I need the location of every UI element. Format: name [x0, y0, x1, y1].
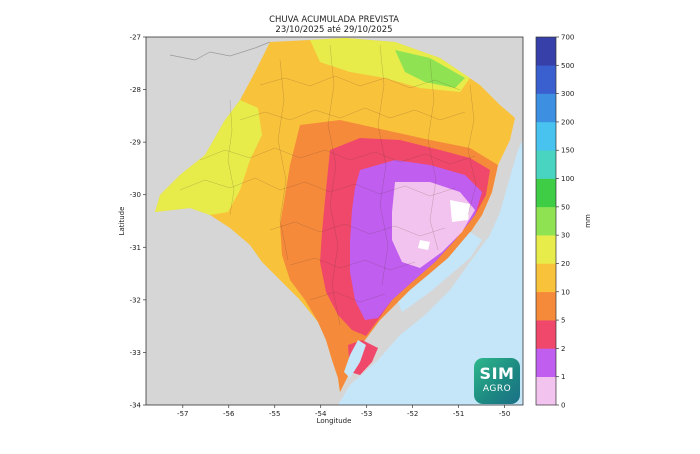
- x-tick-label: -53: [361, 410, 372, 418]
- colorbar-segment: [536, 150, 556, 179]
- plot-frame: [145, 36, 524, 406]
- y-tick-label: -29: [130, 139, 141, 147]
- colorbar-segment: [536, 37, 556, 66]
- state-rainfall: [155, 38, 515, 392]
- colorbar-segment: [536, 65, 556, 94]
- y-axis-ticks: -27 -28 -29 -30 -31 -32 -33 -34: [130, 34, 146, 410]
- colorbar-unit: mm: [584, 214, 592, 228]
- x-tick-label: -50: [499, 410, 510, 418]
- colorbar-tick-label: 30: [561, 232, 570, 240]
- sim-agro-logo: SIM AGRO: [474, 358, 520, 404]
- colorbar-tick-label: 500: [561, 62, 574, 70]
- y-tick-label: -33: [130, 349, 141, 357]
- y-tick-label: -34: [130, 402, 142, 410]
- colorbar-segment: [536, 320, 556, 349]
- colorbar-tick-label: 10: [561, 288, 570, 296]
- lagoa-mirim: [344, 340, 366, 378]
- colorbar-tick-label: 2: [561, 345, 565, 353]
- colorbar-segment: [536, 263, 556, 293]
- x-tick-label: -57: [177, 410, 188, 418]
- colorbar-segment: [536, 121, 556, 151]
- colorbar-tick-label: 50: [561, 203, 570, 211]
- colorbar-segment: [536, 235, 556, 264]
- y-tick-label: -27: [130, 34, 141, 42]
- lagoa-dos-patos: [398, 232, 482, 312]
- x-tick-label: -56: [223, 410, 235, 418]
- x-tick-label: -55: [269, 410, 280, 418]
- logo-line-1: SIM: [479, 364, 515, 383]
- colorbar-segment: [536, 291, 556, 321]
- colorbar: [536, 37, 556, 406]
- x-tick-label: -52: [407, 410, 418, 418]
- y-tick-label: -32: [130, 296, 141, 304]
- border-line: [169, 41, 271, 61]
- colorbar-tick-label: 100: [561, 175, 574, 183]
- colorbar-tick-label: 700: [561, 34, 574, 42]
- colorbar-tick-label: 20: [561, 260, 570, 268]
- colorbar-tick-label: 5: [561, 317, 565, 325]
- y-axis-label: Latitude: [118, 207, 126, 236]
- x-axis-ticks: -57 -56 -55 -54 -53 -52 -51 -50: [177, 405, 510, 418]
- colorbar-ticks: 0 1 2 5 10 20 30 50 100 150 200 300 500 700: [556, 34, 574, 410]
- colorbar-tick-label: 1: [561, 373, 565, 381]
- colorbar-tick-label: 150: [561, 147, 574, 155]
- colorbar-tick-label: 200: [561, 118, 574, 126]
- municipal-boundaries: [179, 44, 477, 326]
- x-axis-label: Longitude: [317, 417, 352, 425]
- x-tick-label: -54: [315, 410, 327, 418]
- colorbar-segment: [536, 206, 556, 236]
- map-subtitle: 23/10/2025 até 29/10/2025: [275, 25, 393, 35]
- y-tick-label: -28: [130, 86, 141, 94]
- y-tick-label: -30: [130, 191, 141, 199]
- colorbar-tick-label: 300: [561, 90, 574, 98]
- band-1mm: [418, 200, 470, 250]
- colorbar-frame: [535, 36, 557, 406]
- x-tick-label: -51: [453, 410, 464, 418]
- y-tick-label: -31: [130, 244, 141, 252]
- band-50mm-west: [155, 100, 262, 215]
- band-100mm: [395, 50, 465, 88]
- logo-line-2: AGRO: [482, 384, 512, 394]
- ocean-area: [338, 140, 523, 405]
- colorbar-segment: [536, 348, 556, 377]
- colorbar-segment: [536, 93, 556, 123]
- map-title: CHUVA ACUMULADA PREVISTA: [269, 15, 399, 25]
- colorbar-segment: [536, 376, 556, 406]
- colorbar-segment: [536, 178, 556, 208]
- colorbar-tick-label: 0: [561, 402, 565, 410]
